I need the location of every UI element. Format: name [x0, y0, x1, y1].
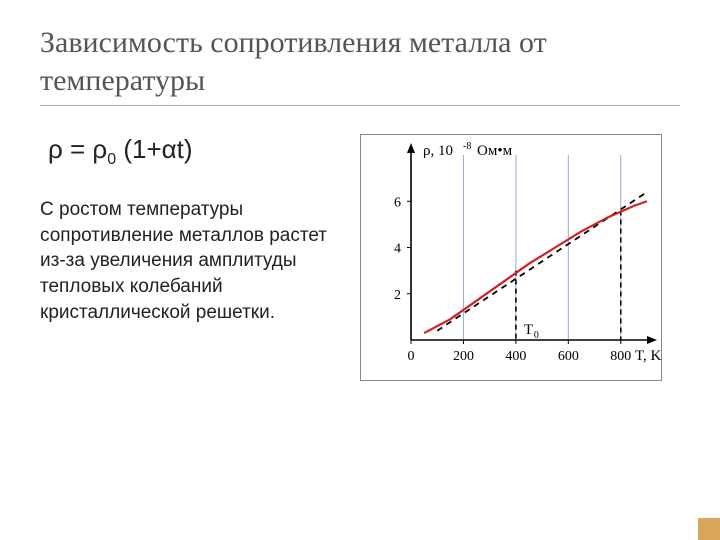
svg-text:200: 200 — [453, 349, 474, 364]
chart-container: 0200400600800246ρ, 10-8Ом•мT, KT0 — [360, 134, 662, 381]
svg-text:-8: -8 — [463, 141, 471, 152]
svg-text:0: 0 — [408, 349, 415, 364]
svg-text:800: 800 — [610, 349, 631, 364]
svg-text:6: 6 — [394, 195, 401, 210]
svg-text:4: 4 — [394, 242, 401, 257]
svg-text:Ом•м: Ом•м — [477, 143, 513, 159]
svg-text:ρ, 10: ρ, 10 — [423, 143, 453, 159]
right-column: 0200400600800246ρ, 10-8Ом•мT, KT0 — [360, 134, 680, 381]
resistivity-chart: 0200400600800246ρ, 10-8Ом•мT, KT0 — [361, 135, 661, 375]
formula: ρ = ρ0 (1+αt) — [48, 134, 340, 169]
svg-text:2: 2 — [394, 288, 401, 303]
svg-text:600: 600 — [558, 349, 579, 364]
svg-text:400: 400 — [505, 349, 526, 364]
svg-text:0: 0 — [534, 330, 539, 341]
svg-text:T, K: T, K — [635, 348, 661, 364]
corner-accent-br — [698, 518, 720, 540]
slide-title: Зависимость сопротивления металла от тем… — [40, 24, 680, 99]
svg-text:T: T — [524, 322, 533, 338]
title-underline — [40, 105, 680, 106]
left-column: ρ = ρ0 (1+αt) С ростом температуры сопро… — [40, 134, 340, 381]
body-text: С ростом температуры сопротивление метал… — [40, 197, 340, 325]
content-row: ρ = ρ0 (1+αt) С ростом температуры сопро… — [40, 134, 680, 381]
